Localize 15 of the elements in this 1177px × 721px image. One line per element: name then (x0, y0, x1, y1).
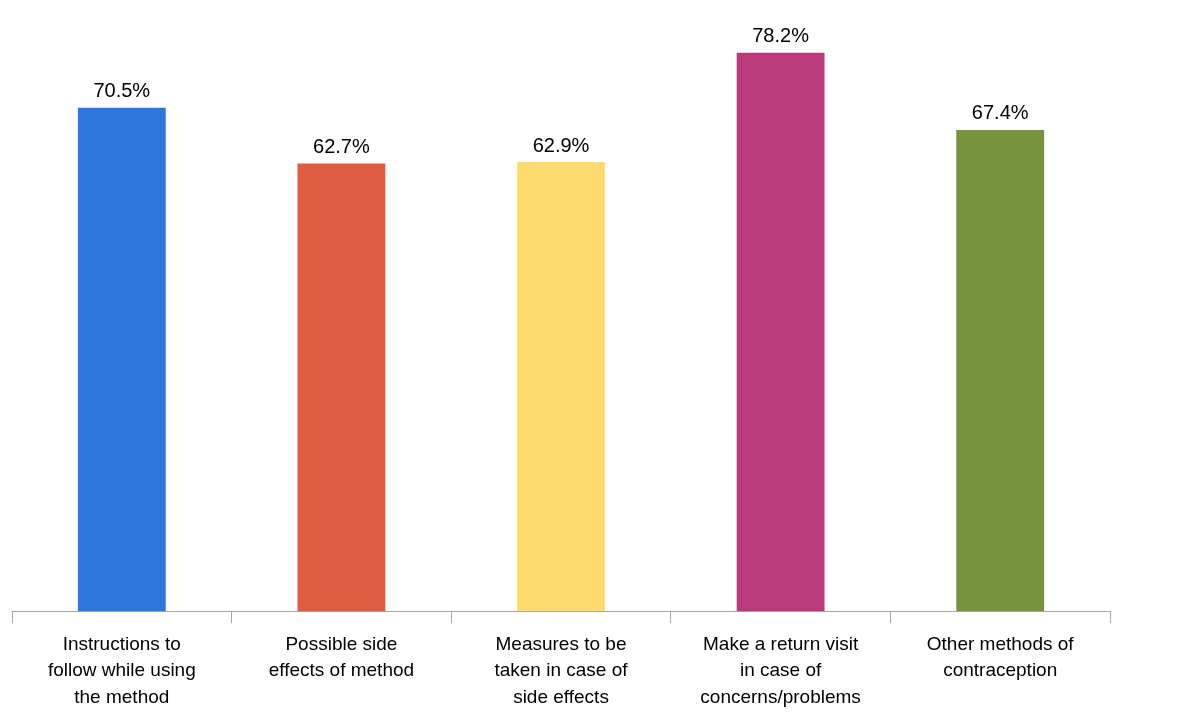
bar (517, 162, 605, 612)
bar (77, 107, 166, 612)
bar (736, 52, 825, 612)
x-tick-label: Measures to be taken in case of side effects (494, 632, 629, 707)
x-tick-label: Make a return visit in case of concerns/problems (700, 632, 861, 707)
data-label: 62.9% (532, 133, 590, 156)
data-label: 62.7% (313, 135, 370, 158)
x-tick-label: Possible side effects of method (268, 632, 415, 681)
bar (956, 129, 1045, 612)
data-label: 70.5% (93, 79, 151, 102)
data-label: 67.4% (971, 101, 1029, 124)
x-tick-label: Instructions to follow while using the method (47, 632, 196, 707)
data-label: 78.2% (752, 24, 810, 47)
x-tick-label: Other methods of contraception (926, 632, 1075, 681)
bar (297, 163, 386, 612)
